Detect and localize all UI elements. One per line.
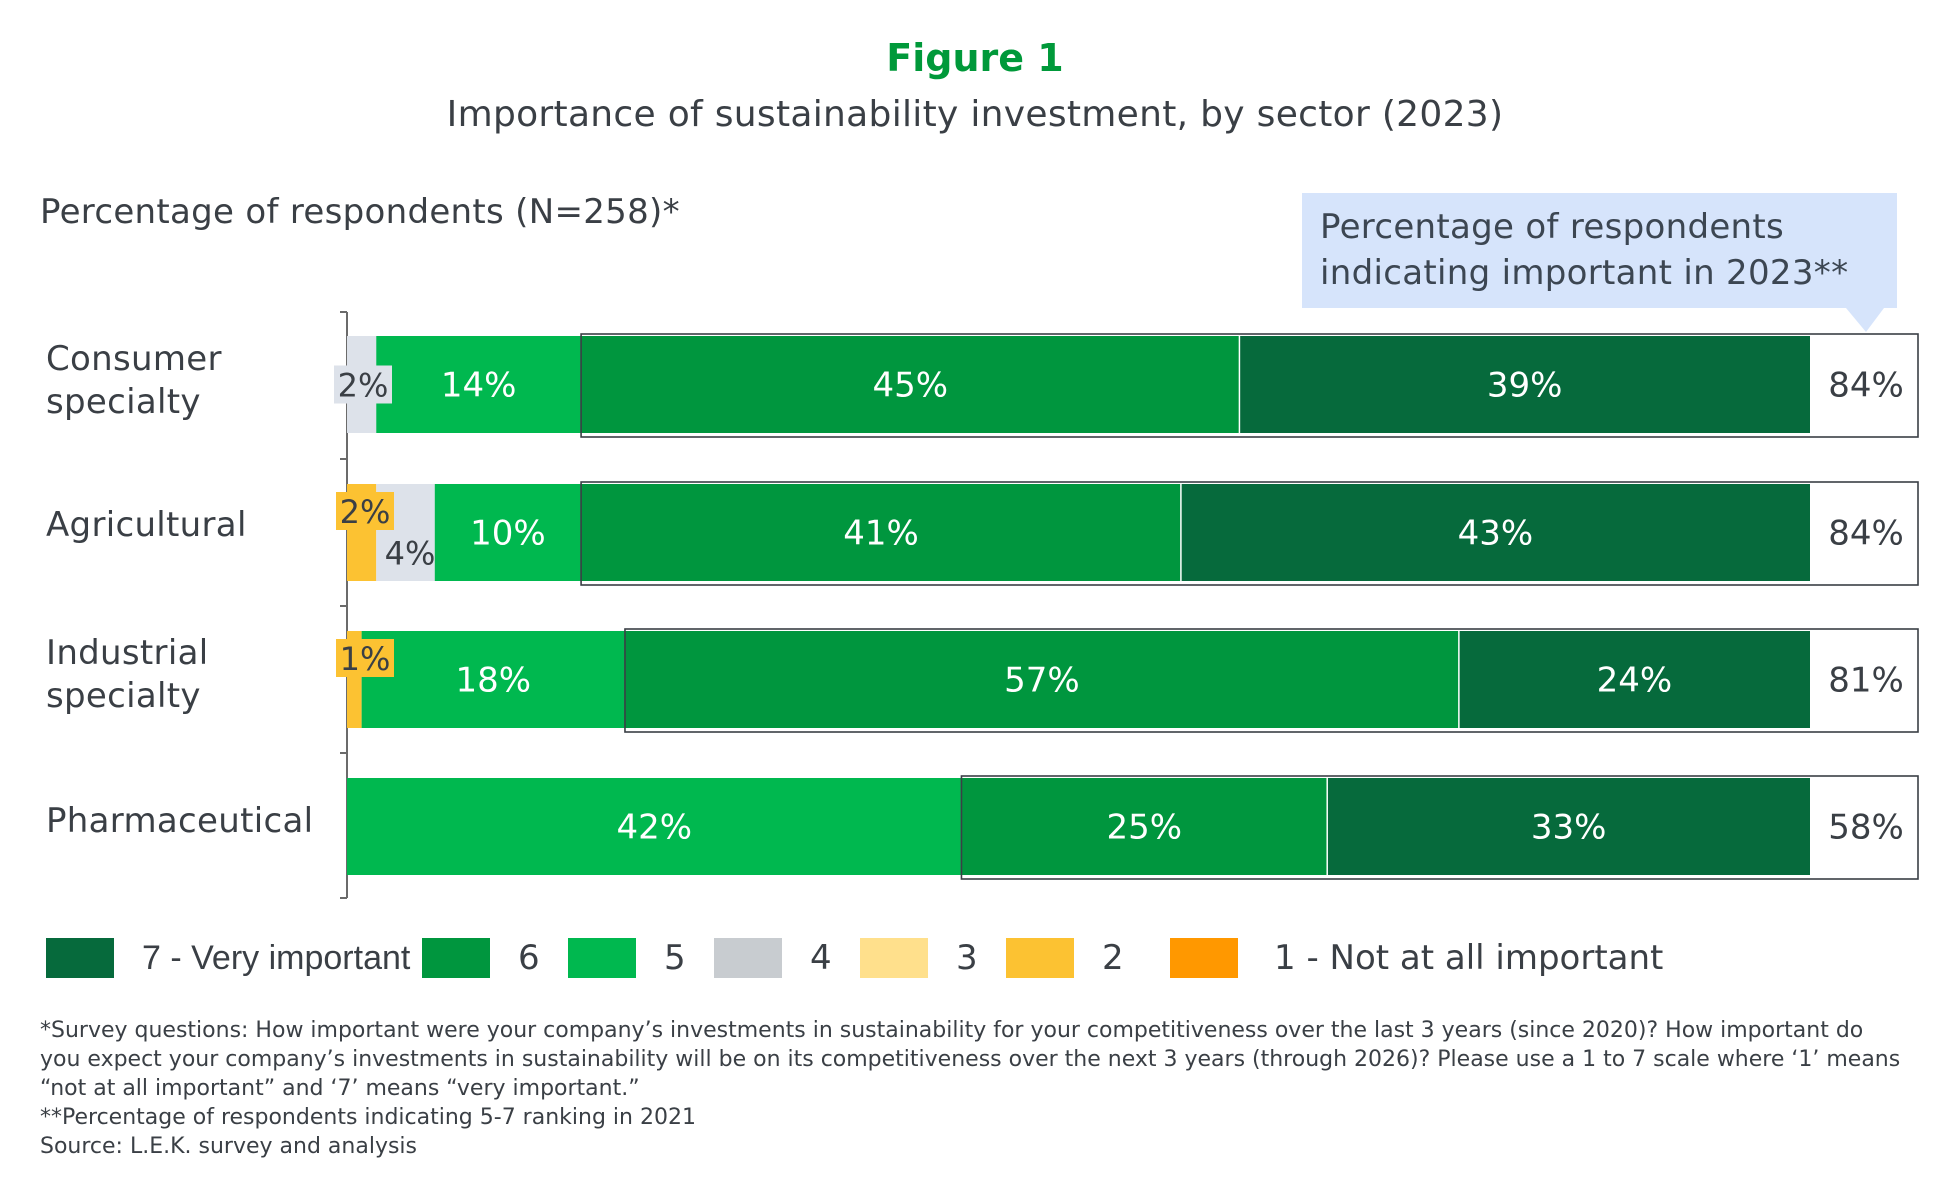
legend-swatch xyxy=(714,938,782,978)
value-label-agricultural-level-7: 43% xyxy=(1458,514,1534,554)
category-label-consumer-specialty: Consumer specialty xyxy=(46,338,222,424)
figure-label: Figure 1 xyxy=(886,36,1064,80)
bar-agricultural-level-7 xyxy=(1180,484,1810,581)
category-label-agricultural: Agricultural xyxy=(46,504,247,547)
bar-consumer-specialty-level-6 xyxy=(581,336,1240,433)
legend-label: 6 xyxy=(518,938,540,978)
value-label-consumer-specialty-level-4: 2% xyxy=(338,367,389,405)
callout-line-1: Percentage of respondents xyxy=(1320,207,1785,247)
category-label-line: Pharmaceutical xyxy=(46,801,314,841)
category-label-line: Agricultural xyxy=(46,505,247,545)
important-total-pharmaceutical: 58% xyxy=(1828,808,1904,848)
footnotes: *Survey questions: How important were yo… xyxy=(40,1016,1910,1161)
bar-pharmaceutical-level-6 xyxy=(961,778,1328,875)
category-label-line: Industrial xyxy=(46,633,209,673)
legend-label: 5 xyxy=(664,938,686,978)
bar-consumer-specialty-level-5 xyxy=(376,336,582,433)
value-label-industrial-specialty-level-5: 18% xyxy=(456,661,532,701)
legend-label: 2 xyxy=(1102,938,1124,978)
bar-pharmaceutical-level-7 xyxy=(1327,778,1810,875)
legend-label: 7 - Very important xyxy=(142,939,411,977)
important-total-industrial-specialty: 81% xyxy=(1828,661,1904,701)
value-label-pharmaceutical-level-7: 33% xyxy=(1531,808,1607,848)
legend-swatch xyxy=(422,938,490,978)
bar-agricultural-level-5 xyxy=(434,484,582,581)
legend-swatch xyxy=(1006,938,1074,978)
legend-label: 1 - Not at all important xyxy=(1274,938,1664,978)
important-box-pharmaceutical xyxy=(960,775,1919,880)
value-label-bg-industrial-specialty-level-2 xyxy=(336,639,394,677)
legend-label: 4 xyxy=(810,938,832,978)
bar-agricultural-level-6 xyxy=(581,484,1181,581)
value-label-consumer-specialty-level-6: 45% xyxy=(872,366,948,406)
category-label-pharmaceutical: Pharmaceutical xyxy=(46,800,313,843)
bar-industrial-specialty-level-6 xyxy=(624,631,1459,728)
value-label-consumer-specialty-level-5: 14% xyxy=(441,366,517,406)
important-total-agricultural: 84% xyxy=(1828,514,1904,554)
legend-swatch xyxy=(860,938,928,978)
legend-swatch xyxy=(568,938,636,978)
value-label-pharmaceutical-level-5: 42% xyxy=(616,808,692,848)
value-label-industrial-specialty-level-6: 57% xyxy=(1004,661,1080,701)
legend-label: 3 xyxy=(956,938,978,978)
category-label-line: specialty xyxy=(46,676,201,716)
bar-consumer-specialty-level-7 xyxy=(1239,336,1810,433)
value-label-agricultural-level-4: 4% xyxy=(385,535,436,573)
callout-line-2: indicating important in 2023** xyxy=(1320,253,1849,293)
important-total-consumer-specialty: 84% xyxy=(1828,366,1904,406)
footnote-survey: *Survey questions: How important were yo… xyxy=(40,1018,1901,1101)
value-label-bg-consumer-specialty-level-4 xyxy=(334,365,392,404)
value-label-industrial-specialty-level-7: 24% xyxy=(1597,661,1673,701)
value-label-agricultural-level-2: 2% xyxy=(340,493,391,531)
category-label-line: Consumer xyxy=(46,339,222,379)
category-label-line: specialty xyxy=(46,382,201,422)
category-label-industrial-specialty: Industrial specialty xyxy=(46,632,208,718)
callout-box xyxy=(1302,193,1897,308)
legend-swatch xyxy=(46,938,114,978)
value-label-bg-agricultural-level-2 xyxy=(336,492,394,530)
footnote-source: Source: L.E.K. survey and analysis xyxy=(40,1134,417,1159)
bar-industrial-specialty-level-5 xyxy=(361,631,625,728)
chart-subtitle: Importance of sustainability investment,… xyxy=(446,94,1504,135)
bar-pharmaceutical-level-5 xyxy=(347,778,962,875)
legend-swatch xyxy=(1170,938,1238,978)
value-label-consumer-specialty-level-7: 39% xyxy=(1487,366,1563,406)
y-axis-note: Percentage of respondents (N=258)* xyxy=(40,192,680,232)
bar-industrial-specialty-level-7 xyxy=(1458,631,1810,728)
callout-pointer xyxy=(1846,308,1884,332)
callout-text: Percentage of respondents indicating imp… xyxy=(1320,204,1890,296)
value-label-agricultural-level-5: 10% xyxy=(470,514,546,554)
value-label-industrial-specialty-level-2: 1% xyxy=(340,640,391,678)
value-label-agricultural-level-6: 41% xyxy=(843,514,919,554)
important-box-agricultural xyxy=(580,481,1919,586)
important-box-consumer-specialty xyxy=(580,333,1919,438)
footnote-ranking: **Percentage of respondents indicating 5… xyxy=(40,1105,696,1130)
important-box-industrial-specialty xyxy=(624,628,1919,733)
value-label-pharmaceutical-level-6: 25% xyxy=(1107,808,1183,848)
